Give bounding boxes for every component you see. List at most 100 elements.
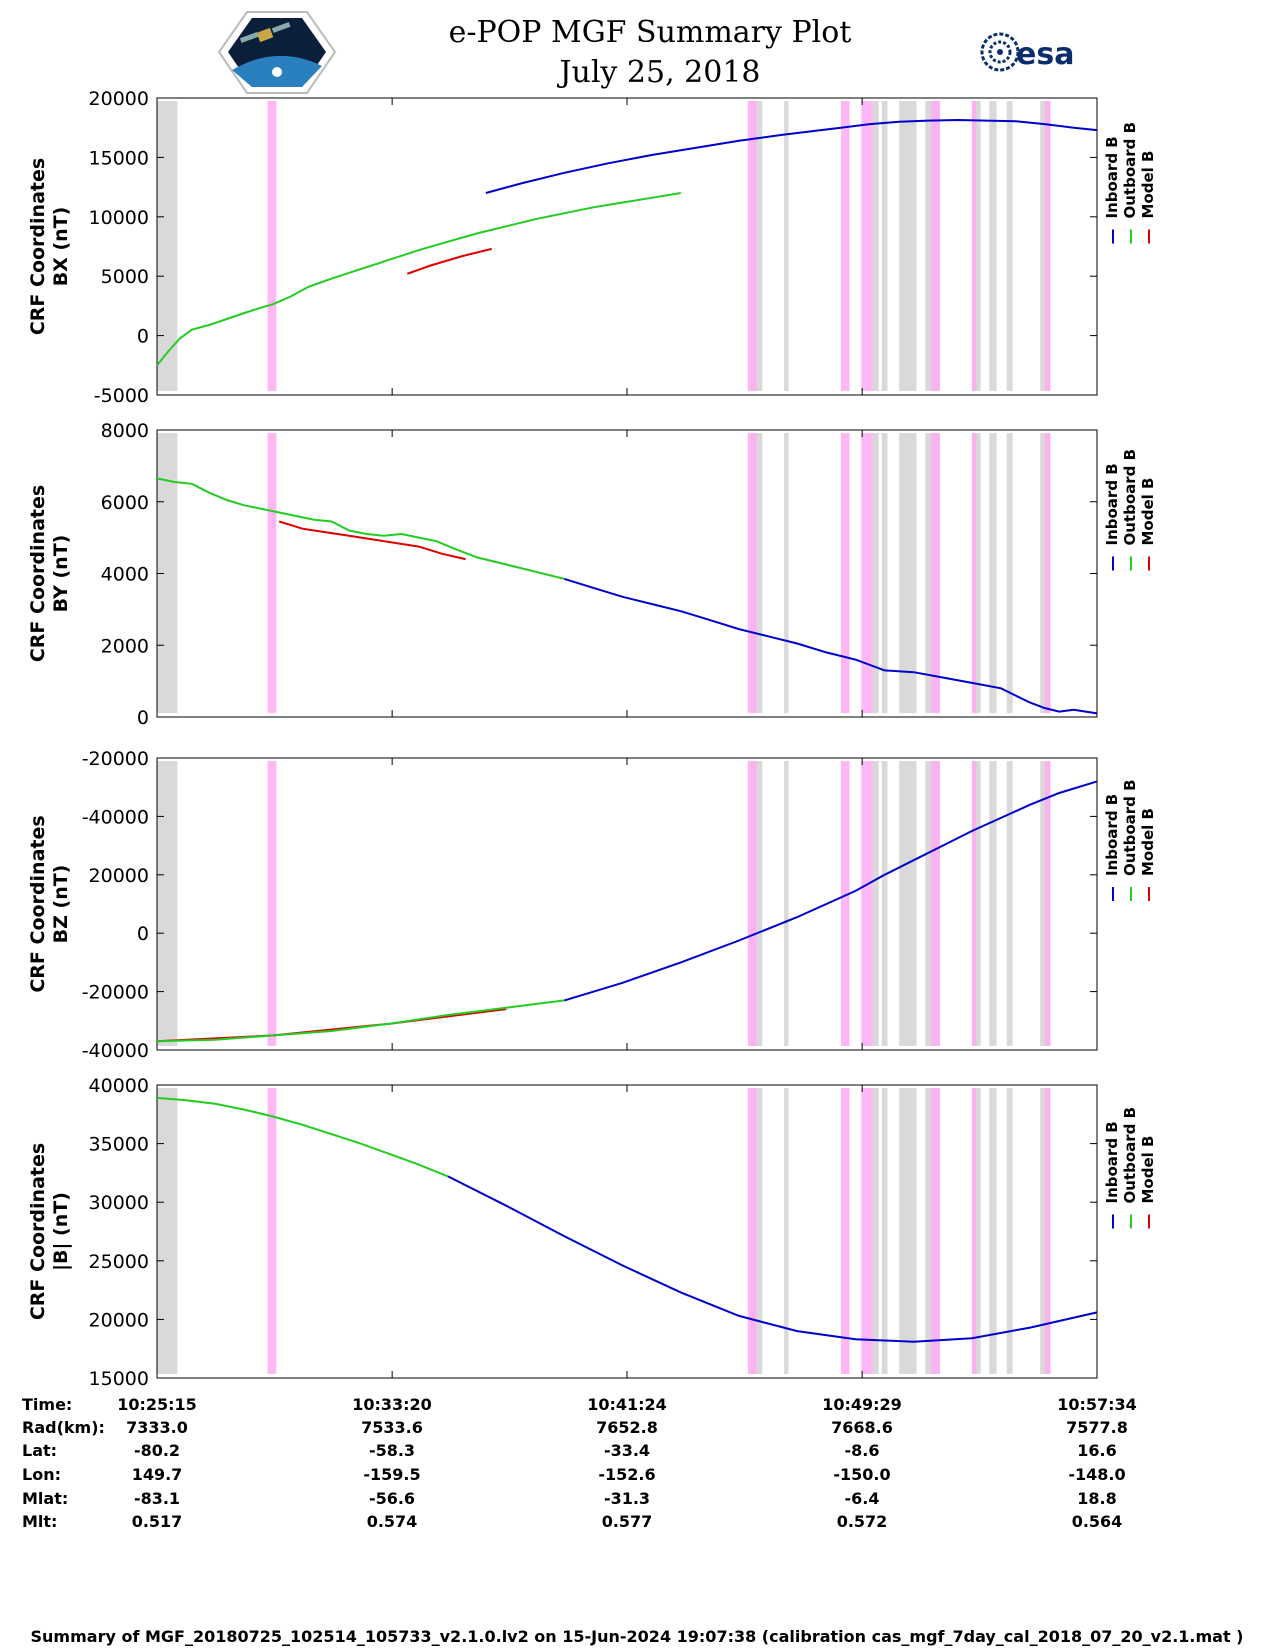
y-axis-label-line1: CRF Coordinates — [27, 485, 49, 662]
legend-label: Outboard B — [1121, 449, 1139, 546]
pink-band — [971, 761, 977, 1046]
gray-band — [784, 433, 789, 713]
pink-band — [267, 761, 277, 1046]
y-tick-label: -20000 — [82, 748, 149, 770]
legend-label: Inboard B — [1103, 1121, 1121, 1203]
pink-band — [931, 761, 940, 1046]
gray-band — [157, 761, 178, 1046]
gray-band — [989, 1088, 997, 1374]
y-tick-label: 20000 — [89, 88, 149, 110]
gray-band — [1006, 761, 1013, 1046]
info-cell: -148.0 — [1068, 1465, 1125, 1484]
info-cell: -6.4 — [845, 1489, 880, 1508]
info-cell: -31.3 — [604, 1489, 650, 1508]
info-cell: 16.6 — [1077, 1441, 1116, 1460]
axes-frame — [156, 97, 1098, 396]
legend-label: Outboard B — [1121, 1107, 1139, 1204]
y-axis-label: CRF CoordinatesBZ (nT) — [27, 815, 72, 992]
info-cell: 7652.8 — [596, 1418, 658, 1437]
gray-band — [881, 761, 888, 1046]
gray-band — [899, 433, 917, 713]
legend-label: Model B — [1139, 808, 1157, 876]
gray-band — [157, 101, 178, 391]
info-cell: 0.577 — [602, 1512, 653, 1531]
info-row-label: Lon: — [22, 1465, 61, 1484]
info-row-label: Lat: — [22, 1441, 57, 1460]
legend-label: Outboard B — [1121, 122, 1139, 219]
series-line-model — [156, 1008, 507, 1043]
info-cell: -150.0 — [833, 1465, 890, 1484]
info-cell: 10:33:20 — [352, 1395, 432, 1414]
gray-band — [1006, 1088, 1013, 1374]
info-table: Time: Rad(km): Lat: Lon: Mlat: Mlt: 10:25:15 73… — [22, 1395, 1137, 1531]
gray-band — [989, 433, 997, 713]
info-cell: -8.6 — [845, 1441, 880, 1460]
panel-bx: 20000 15000 10000 5000 0 -5000 CRF Coordinates… — [27, 88, 1157, 407]
info-cell: -58.3 — [369, 1441, 415, 1460]
info-cell: -56.6 — [369, 1489, 415, 1508]
pink-band — [1044, 101, 1051, 391]
legend-label: Model B — [1139, 1136, 1157, 1204]
pink-band — [931, 101, 940, 391]
info-cell: 7577.8 — [1066, 1418, 1128, 1437]
cassiope-logo — [217, 11, 337, 94]
chart-subtitle: July 25, 2018 — [556, 55, 760, 90]
series-line-inboard — [564, 780, 1098, 1002]
series-line-model — [406, 247, 492, 275]
info-cell: 7333.0 — [126, 1418, 188, 1437]
gray-band — [989, 101, 997, 391]
y-tick-label: 5000 — [101, 266, 149, 288]
y-axis-label-line2: BY (nT) — [50, 535, 72, 613]
pink-band — [747, 761, 757, 1046]
info-cell: 7668.6 — [831, 1418, 893, 1437]
pink-band — [840, 761, 850, 1046]
pink-band — [840, 1088, 850, 1374]
pink-band — [267, 101, 277, 391]
legend-label: Inboard B — [1103, 463, 1121, 545]
pink-band — [861, 433, 873, 713]
pink-band — [971, 1088, 977, 1374]
legend-label: Inboard B — [1103, 794, 1121, 876]
info-cell: 149.7 — [132, 1465, 183, 1484]
info-cell: -80.2 — [134, 1441, 180, 1460]
legend-label: Model B — [1139, 151, 1157, 219]
y-tick-label: 2000 — [101, 635, 149, 657]
gray-band — [872, 101, 879, 391]
y-tick-label: -40000 — [82, 806, 149, 828]
series-line-outboard — [156, 999, 565, 1043]
axes-frame — [156, 429, 1098, 718]
info-cell: 0.564 — [1072, 1512, 1123, 1531]
pink-band — [267, 433, 277, 713]
pink-band — [747, 101, 757, 391]
chart-title: e-POP MGF Summary Plot — [449, 15, 852, 50]
info-cell: 7533.6 — [361, 1418, 423, 1437]
gray-band — [157, 1088, 178, 1374]
y-tick-label: 10000 — [89, 207, 149, 229]
esa-logo: esa — [980, 32, 1074, 72]
pink-band — [931, 1088, 940, 1374]
gray-band — [899, 101, 917, 391]
legend-label: Outboard B — [1121, 779, 1139, 876]
y-axis-label-line2: |B| (nT) — [50, 1192, 72, 1271]
gray-band — [899, 761, 917, 1046]
panel-bz: -20000 -40000 20000 0 -20000 -40000 CRF Coordi… — [27, 748, 1157, 1062]
info-row-label: Time: — [22, 1395, 72, 1414]
y-tick-label: -20000 — [82, 982, 149, 1004]
pink-band — [747, 433, 757, 713]
info-cell: -33.4 — [604, 1441, 650, 1460]
y-axis-label-line1: CRF Coordinates — [27, 1143, 49, 1320]
y-axis-label: CRF CoordinatesBY (nT) — [27, 485, 72, 662]
gray-band — [989, 761, 997, 1046]
gray-band — [1006, 101, 1013, 391]
pink-band — [861, 761, 873, 1046]
info-cell: 0.572 — [837, 1512, 888, 1531]
pink-band — [861, 1088, 873, 1374]
gray-band — [872, 1088, 879, 1374]
pink-band — [931, 433, 940, 713]
esa-logo-text: esa — [1016, 37, 1074, 72]
y-tick-label: 0 — [137, 707, 149, 729]
gray-band — [784, 1088, 789, 1374]
pink-band — [971, 433, 977, 713]
y-axis-label: CRF Coordinates|B| (nT) — [27, 1143, 72, 1320]
